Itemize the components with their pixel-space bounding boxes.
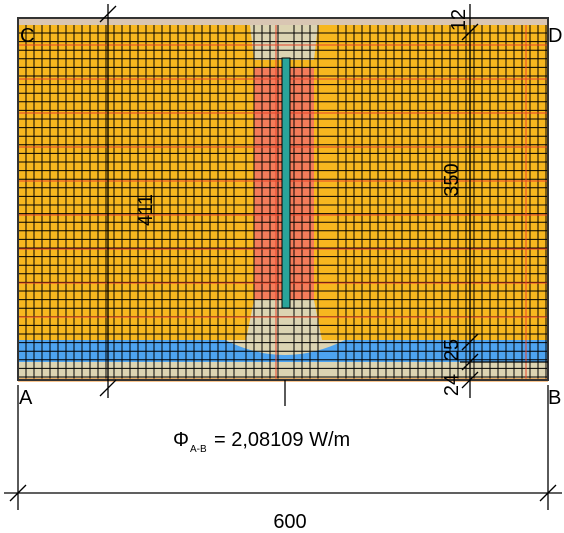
corner-label: C <box>20 25 34 47</box>
corner-label: A <box>19 387 33 409</box>
corner-label: B <box>548 387 561 409</box>
corner-label: D <box>548 25 562 47</box>
flux-subscript: A-B <box>190 444 207 455</box>
dim-label: 350 <box>441 163 463 196</box>
top-zone <box>250 25 318 60</box>
flux-value: = 2,08109 W/m <box>214 429 350 451</box>
diagram: C D A B 411 12 350 25 24 600 Φ A-B = 2,0… <box>0 0 564 533</box>
dim-label: 24 <box>441 374 463 396</box>
stud <box>282 58 290 308</box>
dim-label: 12 <box>448 9 470 31</box>
thermal-model <box>18 18 548 380</box>
flux-symbol: Φ <box>173 429 189 451</box>
dim-label: 411 <box>135 194 157 226</box>
dim-label: 25 <box>441 339 463 361</box>
dim-label: 600 <box>273 511 306 533</box>
